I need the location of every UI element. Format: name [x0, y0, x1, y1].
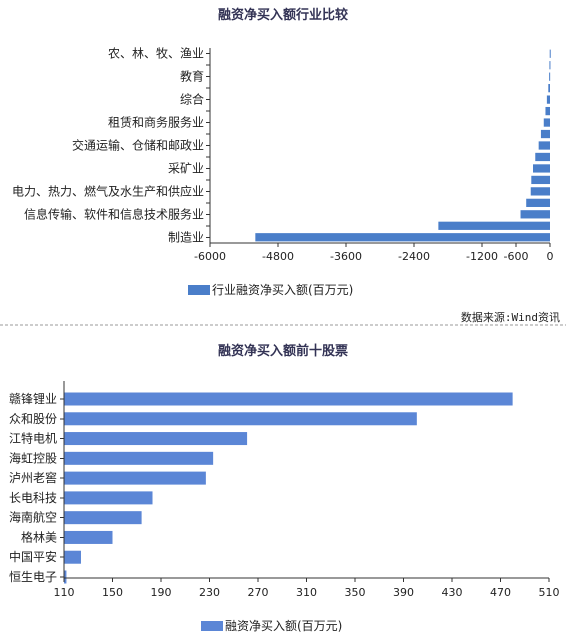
industry-bar: [520, 210, 550, 219]
stock-category-label: 海南航空: [9, 510, 57, 525]
industry-x-tick-label: -600: [504, 250, 529, 263]
data-source: 数据来源:Wind资讯: [461, 310, 560, 324]
industry-legend-swatch: [188, 285, 210, 295]
industry-bar: [549, 72, 551, 81]
stock-category-label: 江特电机: [9, 431, 57, 446]
industry-x-tick-label: -1200: [466, 250, 498, 263]
industry-x-tick-label: -3600: [330, 250, 362, 263]
top10-legend: 融资净买入额(百万元): [201, 619, 342, 633]
stock-x-tick-label: 430: [442, 586, 463, 599]
stock-x-tick-label: 350: [345, 586, 366, 599]
stock-x-tick-label: 190: [151, 586, 172, 599]
industry-bar: [545, 106, 550, 116]
industry-chart-title: 融资净买入额行业比较: [218, 7, 348, 23]
industry-category-label: 租赁和商务服务业: [108, 115, 204, 130]
top10-legend-swatch: [201, 621, 223, 631]
industry-x-tick-label: -2400: [398, 250, 430, 263]
stock-category-label: 海虹控股: [9, 450, 57, 465]
industry-category-label: 制造业: [168, 230, 204, 244]
stock-bar: [64, 471, 206, 485]
stock-x-tick-label: 270: [248, 586, 269, 599]
industry-chart: 融资净买入额行业比较 农、林、牧、渔业教育综合租赁和商务服务业交通运输、仓储和邮…: [12, 7, 560, 324]
stock-bar: [64, 570, 67, 584]
industry-category-label: 综合: [180, 92, 204, 107]
stock-category-label: 格林美: [21, 529, 57, 544]
stock-x-tick-label: 110: [54, 586, 75, 599]
stock-bar: [64, 432, 248, 446]
industry-x-tick-label: -4800: [262, 250, 294, 263]
stock-category-label: 赣锋锂业: [9, 391, 57, 406]
top10-chart: 融资净买入额前十股票 赣锋锂业众和股份江特电机海虹控股泸州老窖长电科技海南航空格…: [9, 343, 560, 633]
stock-category-label: 恒生电子: [9, 570, 57, 584]
stock-bar: [64, 530, 113, 544]
industry-category-label: 信息传输、软件和信息技术服务业: [24, 206, 204, 221]
industry-bar: [531, 175, 550, 185]
stock-bar: [64, 451, 214, 465]
stock-x-tick-label: 230: [199, 586, 220, 599]
industry-bar: [530, 187, 550, 196]
stock-x-tick-label: 310: [296, 586, 317, 599]
stock-category-label: 泸州老窖: [9, 470, 57, 485]
stock-bar: [64, 550, 81, 564]
stock-x-tick-label: 470: [490, 586, 511, 599]
industry-category-label: 农、林、牧、渔业: [108, 47, 204, 61]
industry-bar: [549, 61, 551, 70]
industry-legend: 行业融资净买入额(百万元): [188, 283, 353, 297]
industry-x-tick-label: 0: [547, 250, 554, 263]
industry-bar: [548, 84, 550, 93]
industry-bar: [255, 233, 551, 242]
stock-bar: [64, 511, 142, 525]
top10-chart-title: 融资净买入额前十股票: [218, 343, 348, 359]
stock-x-tick-label: 150: [102, 586, 123, 599]
stock-category-label: 长电科技: [9, 491, 57, 505]
stock-bar: [64, 491, 153, 505]
industry-bar: [535, 152, 550, 162]
stock-bar: [64, 392, 513, 406]
stock-x-tick-label: 390: [393, 586, 414, 599]
industry-category-label: 采矿业: [168, 161, 204, 175]
industry-category-label: 交通运输、仓储和邮政业: [72, 138, 204, 153]
industry-bar: [438, 221, 550, 230]
industry-category-label: 电力、热力、燃气及水生产和供应业: [12, 183, 204, 198]
industry-x-tick-label: -6000: [194, 250, 226, 263]
industry-bar: [540, 129, 550, 139]
industry-bar: [538, 141, 550, 150]
stock-category-label: 众和股份: [9, 412, 57, 426]
industry-bar: [533, 164, 550, 173]
stock-bar: [64, 412, 417, 426]
stock-x-tick-label: 510: [539, 586, 560, 599]
industry-bar: [526, 198, 550, 207]
industry-category-label: 教育: [180, 69, 204, 84]
stock-category-label: 中国平安: [9, 549, 57, 564]
top10-legend-label: 融资净买入额(百万元): [225, 619, 342, 633]
industry-bar: [546, 95, 550, 104]
industry-bar: [543, 118, 550, 127]
industry-bar: [549, 49, 551, 58]
industry-legend-label: 行业融资净买入额(百万元): [212, 283, 353, 297]
